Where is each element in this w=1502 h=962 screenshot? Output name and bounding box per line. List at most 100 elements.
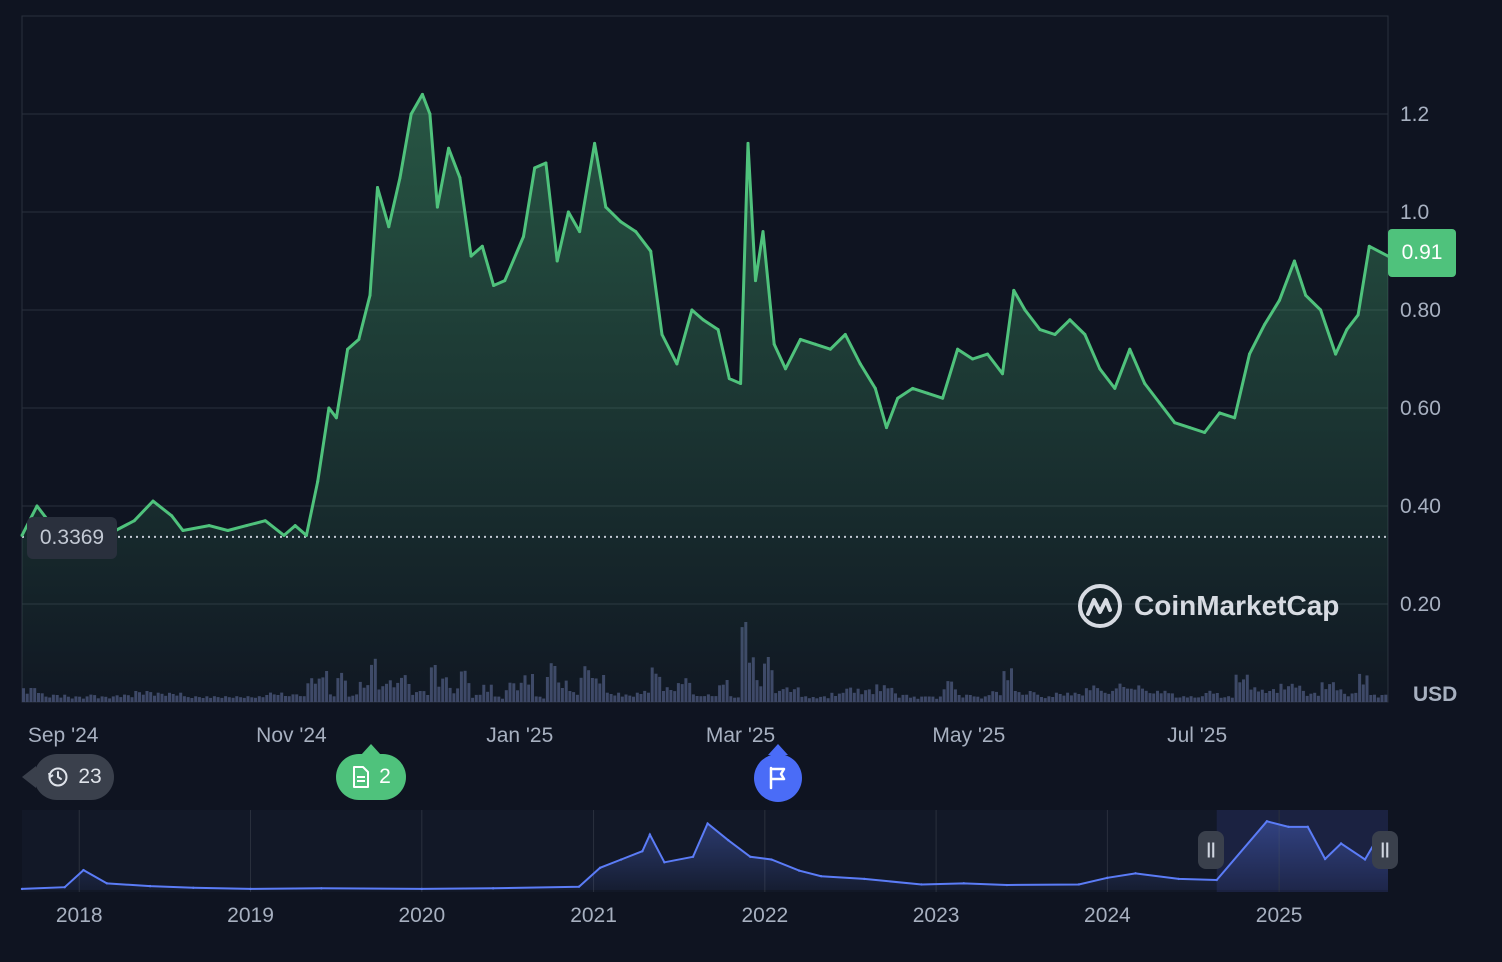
price-point [1319, 308, 1323, 312]
navigator-point [706, 822, 709, 825]
price-point [593, 141, 597, 145]
price-point [1113, 386, 1117, 390]
navigator-x-axis: 2018 2019 2020 2021 2022 2023 2024 2025 [56, 904, 1303, 927]
price-point [1143, 382, 1147, 385]
price-point [376, 186, 380, 189]
milestone-flag-button[interactable] [754, 754, 802, 802]
price-point [649, 249, 653, 253]
navigator-point [192, 886, 195, 889]
news-pill-pointer [361, 744, 381, 755]
navigator-point [962, 882, 965, 885]
coinmarketcap-icon [1078, 584, 1122, 628]
price-point [1053, 333, 1057, 336]
navigator-point [1077, 883, 1080, 886]
price-point [170, 514, 174, 518]
price-point [544, 161, 548, 165]
navigator-point [1265, 820, 1269, 823]
y-tick-label: 0.80 [1400, 299, 1441, 322]
navigator-point [598, 866, 602, 870]
navigator-point [249, 887, 252, 891]
price-point [604, 205, 608, 209]
navigator-point [797, 869, 801, 872]
y-tick-label: 1.2 [1400, 103, 1429, 126]
price-point [409, 112, 413, 116]
navigator-point [863, 877, 866, 881]
baseline-price-tag: 0.3369 [27, 517, 117, 559]
price-line [20, 92, 1389, 537]
price-point [858, 362, 862, 366]
price-point [492, 284, 496, 287]
price-point [873, 386, 877, 390]
price-point [1158, 401, 1162, 405]
navigator-point [648, 833, 652, 836]
price-point [1304, 293, 1308, 297]
price-point [619, 220, 623, 224]
price-point [398, 176, 402, 180]
price-point [20, 533, 24, 537]
navigator-right-handle[interactable]: || [1372, 831, 1398, 869]
navigator-point [148, 884, 152, 888]
price-point [226, 529, 230, 532]
price-point [35, 504, 39, 508]
history-icon [48, 767, 68, 787]
price-point [447, 146, 451, 150]
navigator-point [819, 874, 823, 878]
navigator-point [749, 855, 752, 858]
news-events-button[interactable]: 2 [336, 754, 406, 800]
price-point [368, 293, 372, 297]
price-point [282, 533, 286, 537]
y-tick-label: 0.60 [1400, 397, 1441, 420]
price-point [1262, 323, 1266, 327]
price-point [566, 210, 570, 214]
navigator-left-handle[interactable]: || [1198, 831, 1224, 869]
price-point [727, 377, 731, 381]
navigator-line [21, 820, 1389, 890]
navigator-point [620, 858, 623, 861]
coinmarketcap-logo: CoinMarketCap [1076, 582, 1339, 630]
price-point [304, 533, 308, 537]
price-point [1068, 318, 1072, 322]
news-count: 2 [379, 765, 391, 788]
price-point [132, 519, 136, 523]
price-point [1023, 308, 1027, 312]
price-point [1356, 313, 1360, 317]
navigator-point [1177, 877, 1180, 881]
price-point [1233, 416, 1237, 420]
price-point [245, 524, 249, 528]
price-point [420, 92, 424, 96]
price-point [828, 347, 832, 351]
navigator-point [770, 858, 773, 861]
price-point [754, 279, 758, 283]
x-tick-label: Jan '25 [486, 724, 553, 747]
history-pill-pointer [22, 766, 36, 788]
price-point [660, 333, 664, 336]
navigator-point [105, 882, 109, 885]
y-tick-label: 0.20 [1400, 593, 1441, 616]
document-icon [353, 766, 370, 788]
navigator-tick-label: 2020 [398, 904, 445, 927]
price-point [739, 382, 743, 385]
x-tick-label: Nov '24 [256, 724, 327, 747]
price-point [1292, 259, 1296, 263]
price-point [761, 230, 765, 234]
price-point [207, 524, 211, 528]
price-point [813, 342, 817, 346]
price-point [1173, 421, 1177, 425]
price-point [690, 308, 694, 312]
price-point [1098, 367, 1102, 371]
price-point [716, 328, 720, 332]
price-point [634, 230, 638, 234]
x-axis: Sep '24 Nov '24 Jan '25 Mar '25 May '25 Jul '… [28, 724, 1227, 747]
price-point [357, 337, 361, 341]
x-tick-label: May '25 [932, 724, 1005, 747]
navigator-tick-label: 2022 [741, 904, 788, 927]
navigator-point [691, 855, 695, 858]
history-events-button[interactable]: 23 [34, 754, 114, 800]
navigator-tick-label: 2023 [913, 904, 960, 927]
price-point [1083, 333, 1087, 336]
navigator-point [1215, 878, 1218, 882]
price-point [469, 254, 473, 258]
price-point [435, 205, 439, 209]
navigator-tick-label: 2019 [227, 904, 274, 927]
